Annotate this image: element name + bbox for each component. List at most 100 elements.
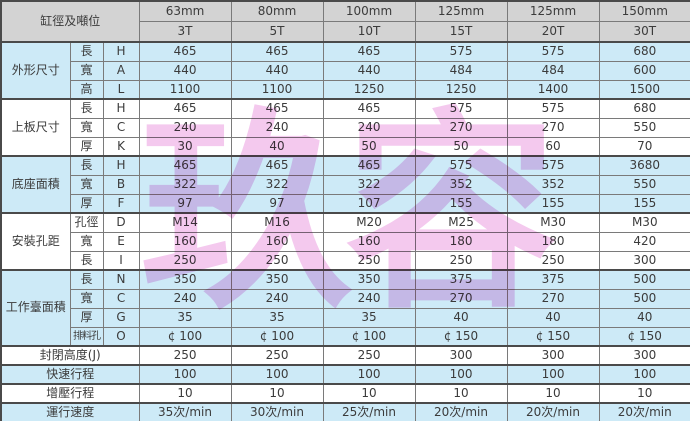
sub-label-cell: 寬 (69, 231, 104, 252)
value-cell: 375 (414, 269, 508, 290)
header-diameter-cell: 150mm (598, 0, 690, 22)
code-cell: B (102, 174, 140, 195)
value-cell: 600 (598, 60, 690, 81)
value-cell: 180 (506, 231, 600, 252)
value-cell: 440 (138, 60, 232, 81)
value-cell: 300 (506, 345, 600, 366)
code-cell: I (102, 250, 140, 271)
value-cell: 350 (322, 269, 416, 290)
footer-label-cell: 封閉高度(J) (0, 345, 140, 366)
footer-label-cell: 運行速度 (0, 402, 140, 421)
corner-label-cell: 缸徑及噸位 (0, 0, 140, 43)
value-cell: 100 (322, 364, 416, 385)
value-cell: 10 (506, 383, 600, 404)
value-cell: 240 (230, 117, 324, 138)
header-diameter-cell: 100mm (322, 0, 416, 22)
value-cell: 420 (598, 231, 690, 252)
code-cell: C (102, 117, 140, 138)
value-cell: ¢ 150 (414, 326, 508, 347)
value-cell: ¢ 150 (506, 326, 600, 347)
code-cell: L (102, 79, 140, 100)
value-cell: 107 (322, 193, 416, 214)
value-cell: 35 (230, 307, 324, 328)
value-cell: 465 (138, 98, 232, 119)
value-cell: 484 (414, 60, 508, 81)
value-cell: 550 (598, 117, 690, 138)
footer-row: 增壓行程 10 10 10 10 10 10 (0, 383, 690, 404)
value-cell: 465 (138, 155, 232, 176)
footer-row: 封閉高度(J) 250 250 250 300 300 300 (0, 345, 690, 366)
value-cell: 270 (414, 288, 508, 309)
sub-label-cell: 寬 (69, 174, 104, 195)
value-cell: 160 (230, 231, 324, 252)
code-cell: O (102, 326, 140, 347)
value-cell: ¢ 100 (230, 326, 324, 347)
value-cell: 100 (598, 364, 690, 385)
value-cell: 375 (506, 269, 600, 290)
value-cell: 97 (138, 193, 232, 214)
value-cell: 40 (598, 307, 690, 328)
value-cell: 575 (414, 155, 508, 176)
value-cell: 1500 (598, 79, 690, 100)
value-cell: 10 (322, 383, 416, 404)
value-cell: 20次/min (414, 402, 508, 421)
group-label-cell: 底座面積 (0, 155, 71, 214)
value-cell: 35 (322, 307, 416, 328)
sub-label-cell: 孔徑 (69, 212, 104, 233)
value-cell: 240 (322, 288, 416, 309)
group-label-cell: 安裝孔距 (0, 212, 71, 271)
footer-label-cell: 快速行程 (0, 364, 140, 385)
value-cell: 1250 (322, 79, 416, 100)
value-cell: 50 (414, 136, 508, 157)
spec-row: 上板尺寸長 H 465 465 465 575 575 680 (0, 98, 690, 157)
value-cell: 350 (138, 269, 232, 290)
value-cell: M30 (506, 212, 600, 233)
value-cell: 100 (414, 364, 508, 385)
footer-label-cell: 增壓行程 (0, 383, 140, 404)
value-cell: 575 (414, 41, 508, 62)
spec-row: 工作臺面積長 N 350 350 350 375 375 500 (0, 269, 690, 347)
value-cell: 30次/min (230, 402, 324, 421)
value-cell: 100 (138, 364, 232, 385)
value-cell: 250 (138, 250, 232, 271)
value-cell: M14 (138, 212, 232, 233)
spec-row: 底座面積長 H 465 465 465 575 575 3680 (0, 155, 690, 214)
value-cell: 240 (230, 288, 324, 309)
sub-label-cell: 長 (69, 155, 104, 176)
sub-label-cell: 長 (69, 269, 104, 290)
value-cell: M20 (322, 212, 416, 233)
value-cell: 250 (414, 250, 508, 271)
value-cell: 100 (506, 364, 600, 385)
footer-row: 快速行程 100 100 100 100 100 100 (0, 364, 690, 385)
value-cell: 680 (598, 41, 690, 62)
value-cell: ¢ 100 (138, 326, 232, 347)
value-cell: 300 (414, 345, 508, 366)
value-cell: 20次/min (598, 402, 690, 421)
sub-label-cell: 排料孔 (69, 326, 104, 347)
header-row-diameter: 缸徑及噸位 63mm 80mm 100mm 125mm 125mm 150mm (0, 0, 690, 43)
value-cell: 575 (506, 155, 600, 176)
header-tonnage-cell: 3T (138, 21, 232, 43)
value-cell: 250 (138, 345, 232, 366)
spec-row: 外形尺寸長 H 465 465 465 575 575 680 (0, 41, 690, 100)
value-cell: 352 (506, 174, 600, 195)
code-cell: E (102, 231, 140, 252)
value-cell: 3680 (598, 155, 690, 176)
value-cell: 465 (322, 98, 416, 119)
value-cell: 60 (506, 136, 600, 157)
spec-row: 厚 K 30 40 50 50 60 70 (1, 136, 690, 157)
value-cell: 270 (506, 288, 600, 309)
header-tonnage-cell: 30T (598, 21, 690, 43)
code-cell: D (102, 212, 140, 233)
code-cell: H (102, 98, 140, 119)
value-cell: 550 (598, 174, 690, 195)
code-cell: A (102, 60, 140, 81)
value-cell: 10 (230, 383, 324, 404)
value-cell: 40 (414, 307, 508, 328)
value-cell: 240 (322, 117, 416, 138)
value-cell: 250 (322, 345, 416, 366)
sub-label-cell: 寬 (69, 60, 104, 81)
sub-label-cell: 長 (69, 98, 104, 119)
value-cell: 40 (506, 307, 600, 328)
value-cell: 97 (230, 193, 324, 214)
